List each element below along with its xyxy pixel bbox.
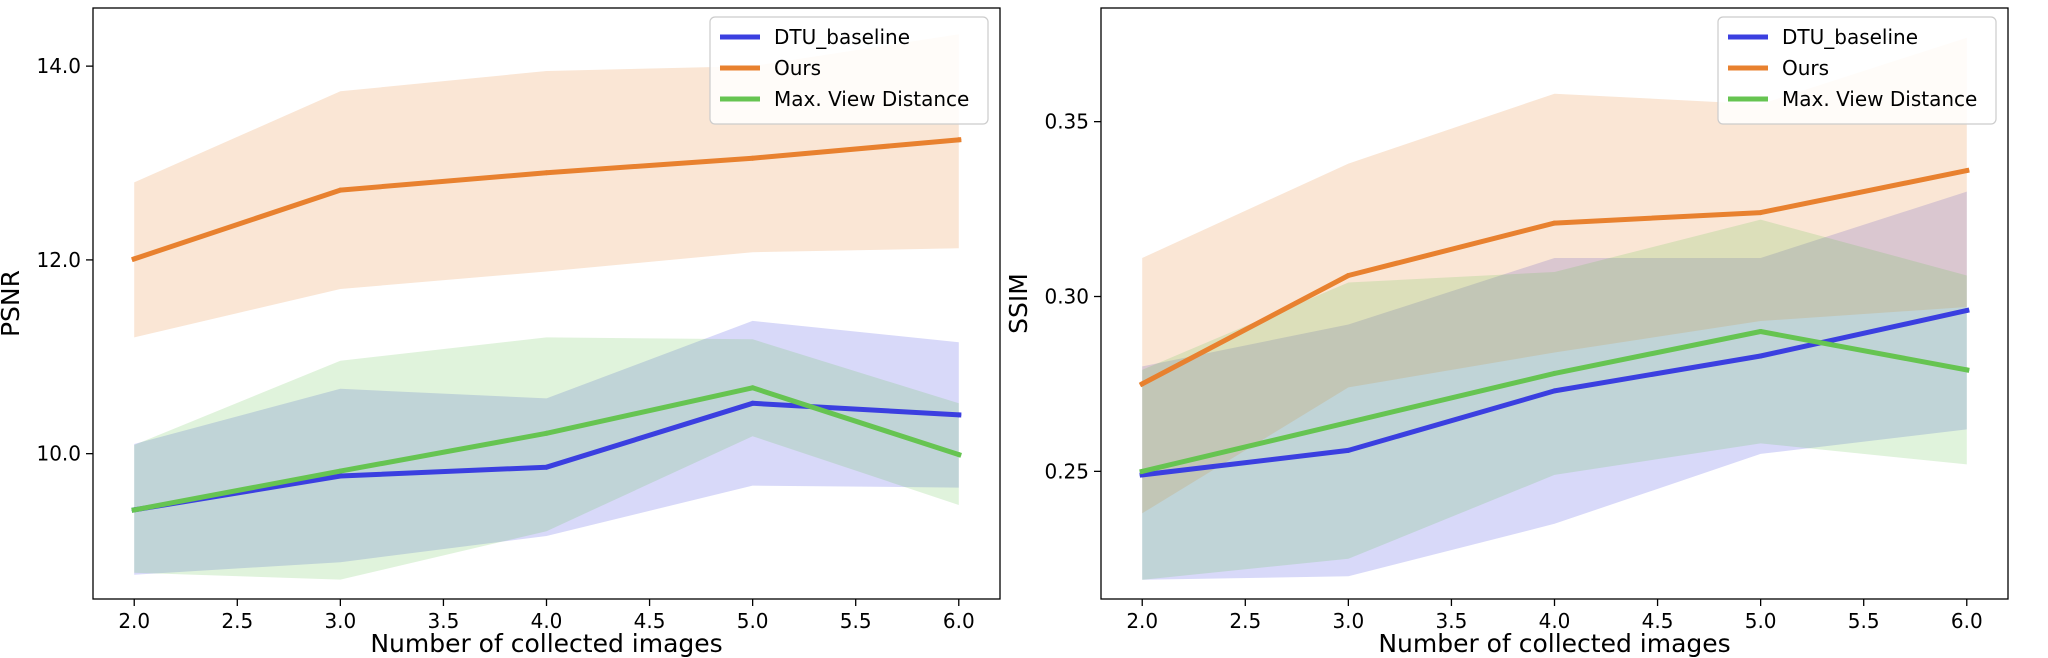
y-tick-label: 10.0 (36, 442, 81, 466)
data-point (1139, 468, 1145, 474)
confidence-band-1 (1142, 37, 1967, 514)
y-tick-label: 0.35 (1044, 110, 1089, 134)
legend-label-0: DTU_baseline (1782, 25, 1918, 49)
x-tick-label: 2.0 (1126, 609, 1158, 633)
x-tick-label: 6.0 (943, 609, 975, 633)
data-point (1345, 447, 1351, 453)
data-point (750, 385, 756, 391)
x-tick-label: 3.0 (1332, 609, 1364, 633)
y-tick-label: 14.0 (36, 54, 81, 78)
legend: DTU_baseline Ours Max. View Distance (709, 16, 989, 125)
confidence-band-2 (134, 337, 959, 580)
legend-label-1: Ours (1782, 56, 1829, 80)
plot-area (1138, 37, 1970, 580)
data-point (1758, 329, 1764, 334)
data-point (750, 400, 756, 406)
x-axis-label: Number of collected images (1378, 629, 1730, 658)
data-point (131, 256, 137, 262)
y-tick-label: 0.30 (1044, 285, 1089, 309)
data-point (1345, 273, 1351, 278)
data-point (1964, 308, 1970, 313)
data-point (544, 170, 549, 176)
x-tick-label: 3.5 (428, 609, 460, 633)
confidence-band-0 (1142, 191, 1967, 580)
x-tick-label: 4.0 (531, 609, 563, 633)
legend-label-2: Max. View Distance (1782, 87, 1977, 111)
legend-label-2: Max. View Distance (774, 87, 969, 111)
y-tick-label: 0.25 (1044, 459, 1089, 483)
data-point (337, 468, 343, 474)
x-tick-label: 2.0 (118, 609, 150, 633)
x-tick-label: 5.5 (1848, 609, 1880, 633)
x-tick-label: 2.5 (1229, 609, 1261, 633)
ssim-chart: 2.0 2.5 3.0 3.5 4.0 4.5 5.0 5.5 6.0 0.25 0.30 0.35 N… (1004, 7, 2009, 658)
data-point (1552, 220, 1557, 226)
x-tick-label: 4.5 (1642, 609, 1674, 633)
psnr-chart: 2.0 2.5 3.0 3.5 4.0 4.5 5.0 5.5 6.0 10.0 12.0 14.0 N… (0, 7, 1001, 658)
data-point (1552, 388, 1557, 394)
x-tick-label: 5.5 (840, 609, 872, 633)
data-point (131, 507, 137, 513)
data-point (337, 473, 343, 479)
x-tick-label: 5.0 (737, 609, 769, 633)
legend: DTU_baseline Ours Max. View Distance (1717, 16, 1997, 125)
data-point (544, 430, 549, 436)
x-tick-label: 3.5 (1436, 609, 1468, 633)
y-axis-label: SSIM (1004, 273, 1033, 334)
y-axis-label: PSNR (0, 270, 25, 337)
x-axis-label: Number of collected images (370, 629, 722, 658)
x-tick-label: 3.0 (324, 609, 356, 633)
legend-label-1: Ours (774, 56, 821, 80)
data-point (750, 155, 756, 161)
legend-box (709, 16, 989, 125)
legend-label-0: DTU_baseline (774, 25, 910, 49)
data-point (1964, 367, 1970, 373)
y-tick-label: 12.0 (36, 248, 81, 272)
x-tick-label: 5.0 (1745, 609, 1777, 633)
data-point (1552, 370, 1557, 376)
data-point (956, 137, 962, 143)
x-tick-label: 4.0 (1539, 609, 1571, 633)
data-point (544, 464, 549, 470)
data-point (1758, 210, 1764, 216)
legend-box (1717, 16, 1997, 125)
data-point (1139, 381, 1145, 387)
x-tick-label: 4.5 (634, 609, 666, 633)
data-point (1345, 419, 1351, 425)
data-point (337, 187, 343, 193)
data-point (1964, 168, 1970, 174)
confidence-band-2 (1142, 219, 1967, 580)
x-tick-label: 6.0 (1951, 609, 1983, 633)
x-tick-label: 2.5 (221, 609, 253, 633)
data-point (956, 412, 962, 418)
confidence-band-0 (134, 320, 959, 575)
data-point (1758, 353, 1764, 359)
data-point (956, 452, 962, 458)
